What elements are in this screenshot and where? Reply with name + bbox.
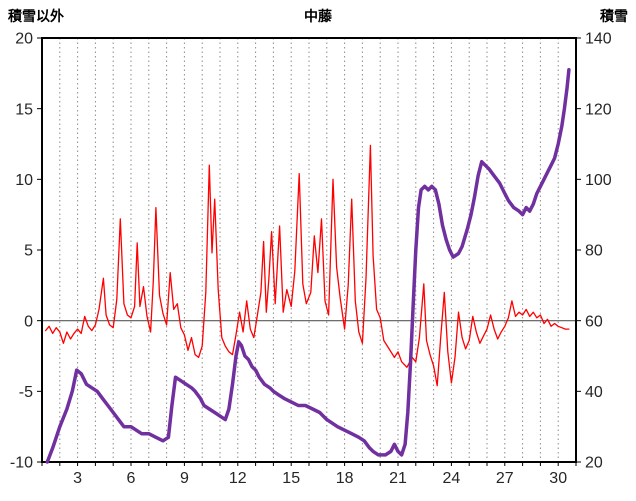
- x-tick-label: 12: [229, 470, 247, 487]
- snow-depth-series-line: [45, 68, 571, 464]
- x-tick-label: 21: [389, 470, 407, 487]
- left-axis-title: 積雪以外: [8, 8, 64, 24]
- right-tick-label: 20: [585, 455, 603, 472]
- left-tick-label: -5: [19, 384, 33, 401]
- left-tick-label: 0: [24, 313, 33, 330]
- right-tick-label: 60: [585, 313, 603, 330]
- x-tick-label: 6: [127, 470, 136, 487]
- bottom-axis: 3 6 9 12 15 18 21 24 27 30: [41, 462, 577, 487]
- left-tick-label: 10: [15, 172, 33, 189]
- x-tick-label: 3: [73, 470, 82, 487]
- temperature-series-line: [44, 144, 570, 387]
- left-tick-label: 15: [15, 101, 33, 118]
- right-tick-label: 120: [585, 101, 612, 118]
- x-tick-label: 18: [336, 470, 354, 487]
- x-tick-label: 9: [180, 470, 189, 487]
- right-tick-label: 40: [585, 384, 603, 401]
- right-tick-label: 80: [585, 243, 603, 260]
- x-tick-label: 27: [496, 470, 514, 487]
- chart-title: 中藤: [304, 8, 332, 24]
- left-tick-label: 5: [24, 243, 33, 260]
- right-tick-label: 140: [585, 31, 612, 48]
- right-axis: 140 120 100 80 60 40 20: [576, 31, 612, 472]
- left-tick-label: 20: [15, 31, 33, 48]
- right-tick-label: 100: [585, 172, 612, 189]
- left-axis: 20 15 10 5 0 -5 -10: [10, 31, 42, 472]
- x-tick-label: 24: [443, 470, 461, 487]
- x-tick-label: 15: [282, 470, 300, 487]
- chart-frame: [41, 37, 577, 463]
- right-axis-title: 積雪: [600, 8, 628, 24]
- vertical-gridlines: [59, 38, 559, 462]
- x-tick-label: 30: [549, 470, 567, 487]
- left-tick-label: -10: [10, 455, 33, 472]
